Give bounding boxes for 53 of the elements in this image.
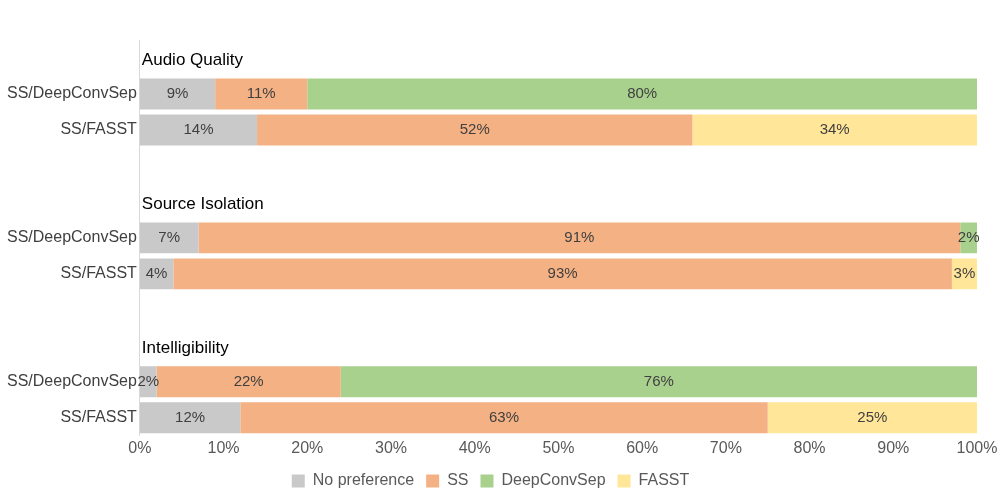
x-tick-label: 30%: [374, 438, 408, 456]
data-label: 93%: [547, 264, 578, 282]
annotation: Audio Quality: [141, 49, 244, 69]
bar: [139, 222, 199, 254]
legend-label: No preference: [312, 471, 415, 489]
x-tick-label: 90%: [877, 438, 910, 456]
data-label: 12%: [175, 407, 206, 425]
data-label: 34%: [819, 120, 850, 138]
x-tick-label: 60%: [626, 438, 659, 456]
x-tick-label: 0%: [128, 438, 152, 456]
x-tick-label: 50%: [542, 438, 575, 456]
x-tick-label: 80%: [793, 438, 826, 456]
bar: [340, 366, 977, 398]
annotation: Source Isolation: [141, 193, 264, 213]
bar: [139, 78, 216, 110]
data-label: 11%: [246, 84, 276, 102]
bar: [307, 78, 977, 110]
bar: [692, 114, 977, 146]
legend-label: DeepConvSep: [501, 471, 606, 489]
bar: [139, 402, 241, 434]
data-label: 2%: [137, 371, 160, 389]
data-label: 3%: [953, 264, 976, 282]
legend-label: FASST: [638, 471, 690, 489]
annotation: Intelligibility: [141, 337, 230, 357]
data-label: 52%: [459, 120, 490, 138]
data-label: 14%: [183, 120, 214, 138]
data-label: 80%: [627, 84, 658, 102]
data-label: 63%: [489, 407, 520, 425]
y-tick-label: SS/FASST: [60, 408, 138, 426]
data-label: 76%: [643, 371, 674, 389]
bar: [173, 258, 952, 290]
data-label: 25%: [857, 407, 888, 425]
y-tick-label: SS/DeepConvSep: [7, 228, 137, 246]
data-label: 91%: [564, 228, 595, 246]
data-label: 7%: [158, 228, 180, 246]
y-tick-label: SS/DeepConvSep: [7, 84, 137, 102]
x-tick-label: 10%: [207, 438, 240, 456]
bar: [139, 114, 258, 146]
bar: [767, 402, 977, 434]
x-tick-label: 100%: [956, 438, 998, 456]
y-tick-label: SS/FASST: [60, 120, 138, 138]
x-tick-label: 70%: [709, 438, 742, 456]
legend-label: SS: [447, 471, 469, 489]
data-label: 9%: [166, 84, 189, 102]
data-label: 4%: [145, 264, 168, 282]
data-label: 22%: [233, 371, 264, 389]
y-tick-label: SS/DeepConvSep: [7, 372, 137, 390]
bar: [215, 78, 308, 110]
x-tick-label: 40%: [458, 438, 491, 456]
bar: [240, 402, 768, 434]
bar: [257, 114, 693, 146]
y-tick-label: SS/FASST: [60, 264, 138, 282]
x-tick-label: 20%: [291, 438, 324, 456]
